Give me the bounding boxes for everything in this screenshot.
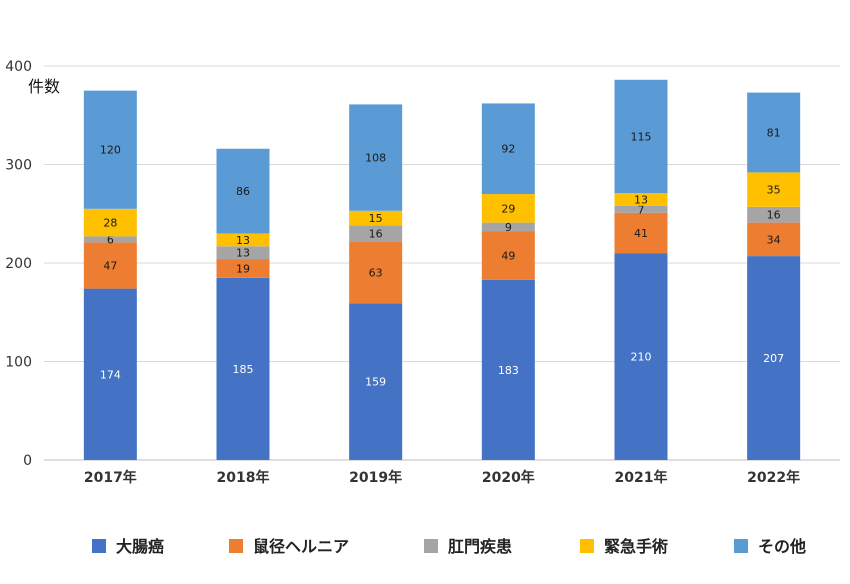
- data-label: 92: [501, 143, 515, 156]
- bar-segment: [83, 242, 137, 289]
- bar-segment: [747, 256, 801, 460]
- y-axis-ticks: 0 100 200 300 400: [5, 59, 32, 469]
- bar-segment: [83, 90, 137, 209]
- y-tick-label: 200: [5, 256, 32, 272]
- legend-swatch: [734, 539, 748, 553]
- legend-swatch: [424, 539, 438, 553]
- data-label: 81: [767, 126, 781, 139]
- data-label: 159: [365, 376, 386, 389]
- bars: 1744762812018519131386159631615108183499…: [83, 79, 801, 460]
- gridlines: [44, 65, 840, 461]
- data-label: 35: [767, 184, 781, 197]
- bar-segment: [349, 104, 403, 211]
- bar-segment: [614, 253, 668, 460]
- bar-segment: [481, 222, 535, 232]
- bar-segment: [614, 79, 668, 194]
- bar-segment: [216, 233, 270, 247]
- bar-segment: [216, 277, 270, 460]
- data-label: 210: [631, 351, 652, 364]
- legend: 大腸癌 鼠径ヘルニア 肛門疾患 緊急手術 その他: [92, 537, 806, 556]
- bar-segment: [349, 225, 403, 242]
- data-label: 13: [236, 234, 250, 247]
- data-label: 174: [100, 368, 121, 381]
- x-tick-label: 2021年: [615, 469, 668, 486]
- x-tick-label: 2018年: [217, 469, 270, 486]
- bar-segment: [349, 241, 403, 304]
- x-tick-label: 2020年: [482, 469, 535, 486]
- legend-label: 鼠径ヘルニア: [253, 537, 349, 556]
- data-label: 34: [767, 233, 781, 246]
- data-label: 16: [369, 227, 383, 240]
- x-tick-label: 2019年: [349, 469, 402, 486]
- bar-segment: [349, 210, 403, 226]
- data-label: 9: [505, 221, 512, 234]
- data-label: 47: [103, 259, 117, 272]
- bar-segment: [614, 212, 668, 254]
- legend-label: その他: [758, 537, 806, 556]
- legend-label: 緊急手術: [604, 537, 668, 556]
- data-label: 115: [631, 130, 652, 143]
- bar-segment: [481, 231, 535, 280]
- data-label: 7: [638, 203, 645, 216]
- data-label: 120: [100, 144, 121, 157]
- data-label: 29: [501, 202, 515, 215]
- data-label: 28: [103, 217, 117, 230]
- data-label: 108: [365, 152, 386, 165]
- bar-segment: [747, 92, 801, 173]
- data-label: 16: [767, 209, 781, 222]
- bar-segment: [216, 246, 270, 260]
- data-label: 207: [763, 352, 784, 365]
- data-label: 63: [369, 266, 383, 279]
- data-label: 19: [236, 262, 250, 275]
- data-label: 13: [236, 247, 250, 260]
- bar-segment: [216, 148, 270, 234]
- bar-segment: [481, 279, 535, 460]
- y-axis-label: 件数: [28, 77, 60, 96]
- bar-segment: [349, 303, 403, 460]
- data-label: 13: [634, 193, 648, 206]
- legend-swatch: [229, 539, 243, 553]
- bar-segment: [481, 103, 535, 195]
- y-tick-label: 400: [5, 59, 32, 75]
- y-tick-label: 0: [23, 453, 32, 469]
- data-label: 41: [634, 227, 648, 240]
- data-label: 49: [501, 250, 515, 263]
- bar-segment: [747, 172, 801, 207]
- bar-segment: [747, 206, 801, 223]
- bar-segment: [83, 208, 137, 237]
- legend-swatch: [92, 539, 106, 553]
- x-axis-categories: 2017年 2018年 2019年 2020年 2021年 2022年: [84, 469, 800, 486]
- x-tick-label: 2022年: [747, 469, 800, 486]
- legend-label: 大腸癌: [116, 537, 164, 556]
- data-label: 86: [236, 185, 250, 198]
- legend-label: 肛門疾患: [448, 537, 512, 556]
- data-label: 6: [107, 233, 114, 246]
- x-tick-label: 2017年: [84, 469, 137, 486]
- data-label: 185: [233, 363, 254, 376]
- bar-segment: [481, 194, 535, 223]
- legend-swatch: [580, 539, 594, 553]
- bar-segment: [83, 288, 137, 460]
- data-label: 183: [498, 364, 519, 377]
- bar-segment: [614, 193, 668, 206]
- bar-segment: [614, 205, 668, 213]
- data-label: 15: [369, 212, 383, 225]
- bar-segment: [83, 236, 137, 243]
- bar-segment: [216, 259, 270, 278]
- bar-segment: [747, 222, 801, 257]
- y-tick-label: 300: [5, 158, 32, 174]
- y-tick-label: 100: [5, 355, 32, 371]
